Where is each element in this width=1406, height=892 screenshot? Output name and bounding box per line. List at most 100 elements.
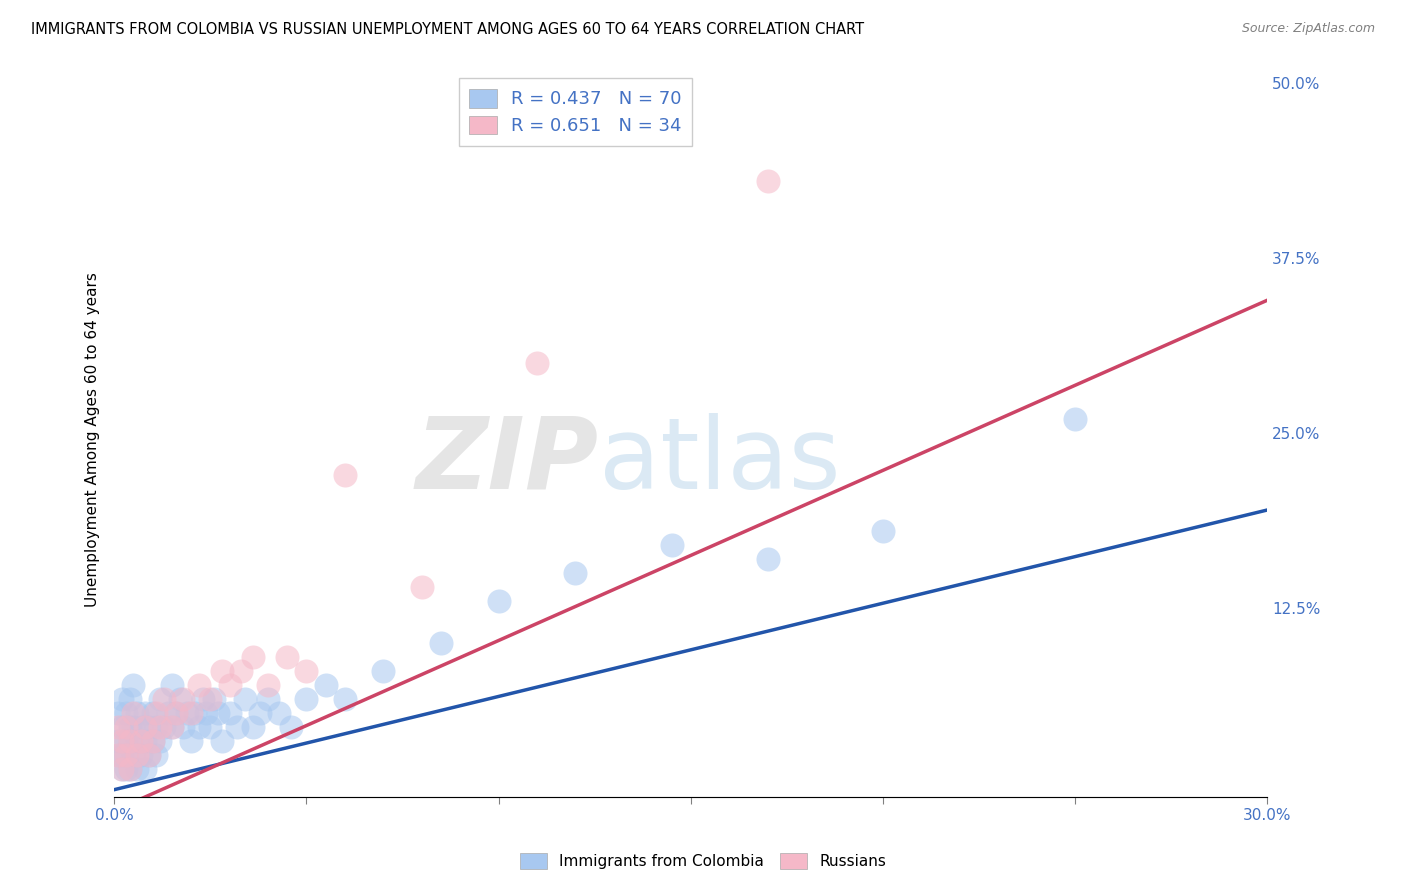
Point — [129, 747, 152, 762]
Point — [564, 566, 586, 580]
Point — [233, 691, 256, 706]
Point — [200, 691, 222, 706]
Point — [118, 733, 141, 747]
Point — [145, 706, 167, 720]
Point — [127, 762, 149, 776]
Point — [149, 691, 172, 706]
Point — [526, 356, 548, 370]
Point — [122, 706, 145, 720]
Point — [149, 733, 172, 747]
Point — [114, 747, 136, 762]
Point — [218, 678, 240, 692]
Point — [107, 747, 129, 762]
Point — [149, 720, 172, 734]
Point — [142, 733, 165, 747]
Point — [107, 733, 129, 747]
Point — [249, 706, 271, 720]
Point — [114, 733, 136, 747]
Point — [153, 720, 176, 734]
Point — [229, 664, 252, 678]
Point — [111, 691, 134, 706]
Point — [180, 733, 202, 747]
Point — [114, 720, 136, 734]
Point — [211, 664, 233, 678]
Point — [180, 706, 202, 720]
Point — [187, 678, 209, 692]
Point — [134, 706, 156, 720]
Point — [226, 720, 249, 734]
Text: atlas: atlas — [599, 413, 841, 510]
Point — [156, 706, 179, 720]
Legend: R = 0.437   N = 70, R = 0.651   N = 34: R = 0.437 N = 70, R = 0.651 N = 34 — [458, 78, 692, 145]
Point — [107, 747, 129, 762]
Point — [373, 664, 395, 678]
Point — [295, 664, 318, 678]
Point — [111, 747, 134, 762]
Point — [172, 691, 194, 706]
Point — [153, 691, 176, 706]
Point — [118, 720, 141, 734]
Point — [218, 706, 240, 720]
Point — [176, 706, 198, 720]
Point — [127, 747, 149, 762]
Point — [295, 691, 318, 706]
Point — [160, 678, 183, 692]
Point — [257, 691, 280, 706]
Point — [165, 706, 187, 720]
Point — [187, 720, 209, 734]
Point — [165, 706, 187, 720]
Y-axis label: Unemployment Among Ages 60 to 64 years: Unemployment Among Ages 60 to 64 years — [86, 273, 100, 607]
Point — [872, 524, 894, 538]
Point — [269, 706, 291, 720]
Legend: Immigrants from Colombia, Russians: Immigrants from Colombia, Russians — [513, 847, 893, 875]
Point — [242, 720, 264, 734]
Point — [195, 706, 218, 720]
Point — [107, 720, 129, 734]
Text: IMMIGRANTS FROM COLOMBIA VS RUSSIAN UNEMPLOYMENT AMONG AGES 60 TO 64 YEARS CORRE: IMMIGRANTS FROM COLOMBIA VS RUSSIAN UNEM… — [31, 22, 865, 37]
Point — [160, 720, 183, 734]
Point — [142, 733, 165, 747]
Point — [202, 691, 225, 706]
Point — [134, 762, 156, 776]
Point — [315, 678, 337, 692]
Point — [756, 552, 779, 566]
Point — [122, 747, 145, 762]
Point — [207, 706, 229, 720]
Point — [242, 649, 264, 664]
Point — [184, 706, 207, 720]
Point — [160, 720, 183, 734]
Point — [756, 174, 779, 188]
Text: ZIP: ZIP — [416, 413, 599, 510]
Point — [127, 706, 149, 720]
Point — [114, 747, 136, 762]
Point — [118, 733, 141, 747]
Point — [111, 733, 134, 747]
Point — [138, 747, 160, 762]
Point — [191, 691, 214, 706]
Point — [280, 720, 302, 734]
Point — [1064, 412, 1087, 426]
Point — [276, 649, 298, 664]
Point — [145, 720, 167, 734]
Point — [430, 636, 453, 650]
Point — [122, 720, 145, 734]
Point — [138, 720, 160, 734]
Text: Source: ZipAtlas.com: Source: ZipAtlas.com — [1241, 22, 1375, 36]
Point — [138, 747, 160, 762]
Point — [661, 538, 683, 552]
Point — [107, 706, 129, 720]
Point — [211, 733, 233, 747]
Point — [333, 468, 356, 483]
Point — [118, 762, 141, 776]
Point — [134, 733, 156, 747]
Point — [111, 762, 134, 776]
Point — [488, 594, 510, 608]
Point — [129, 720, 152, 734]
Point — [129, 733, 152, 747]
Point — [142, 706, 165, 720]
Point — [114, 706, 136, 720]
Point — [145, 747, 167, 762]
Point — [411, 580, 433, 594]
Point — [127, 733, 149, 747]
Point — [118, 762, 141, 776]
